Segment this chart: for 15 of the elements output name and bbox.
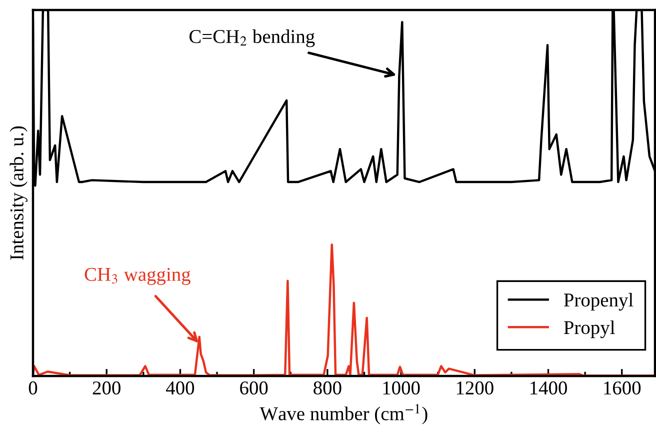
legend-label: Propyl	[564, 320, 615, 338]
annotation: C=CH$_{2}$ bending	[189, 29, 315, 48]
x-tick-label: 400	[166, 381, 194, 395]
x-tick-label: 800	[314, 381, 342, 395]
x-tick-label: 0	[28, 381, 38, 395]
y-axis-title: Intensity (arb. u.)	[10, 126, 28, 260]
x-tick-label: 200	[92, 381, 120, 395]
legend-label: Propenyl	[564, 292, 634, 311]
x-tick-label: 1400	[530, 381, 567, 395]
annotation: CH$_{3}$ wagging	[84, 268, 190, 285]
x-tick-label: 1200	[456, 381, 494, 395]
x-tick-label: 1000	[383, 381, 420, 395]
x-tick-label: 600	[240, 381, 268, 395]
x-axis-title: Wave number (cm$^{−1}$)	[260, 404, 428, 424]
x-tick-label: 1600	[604, 381, 641, 395]
